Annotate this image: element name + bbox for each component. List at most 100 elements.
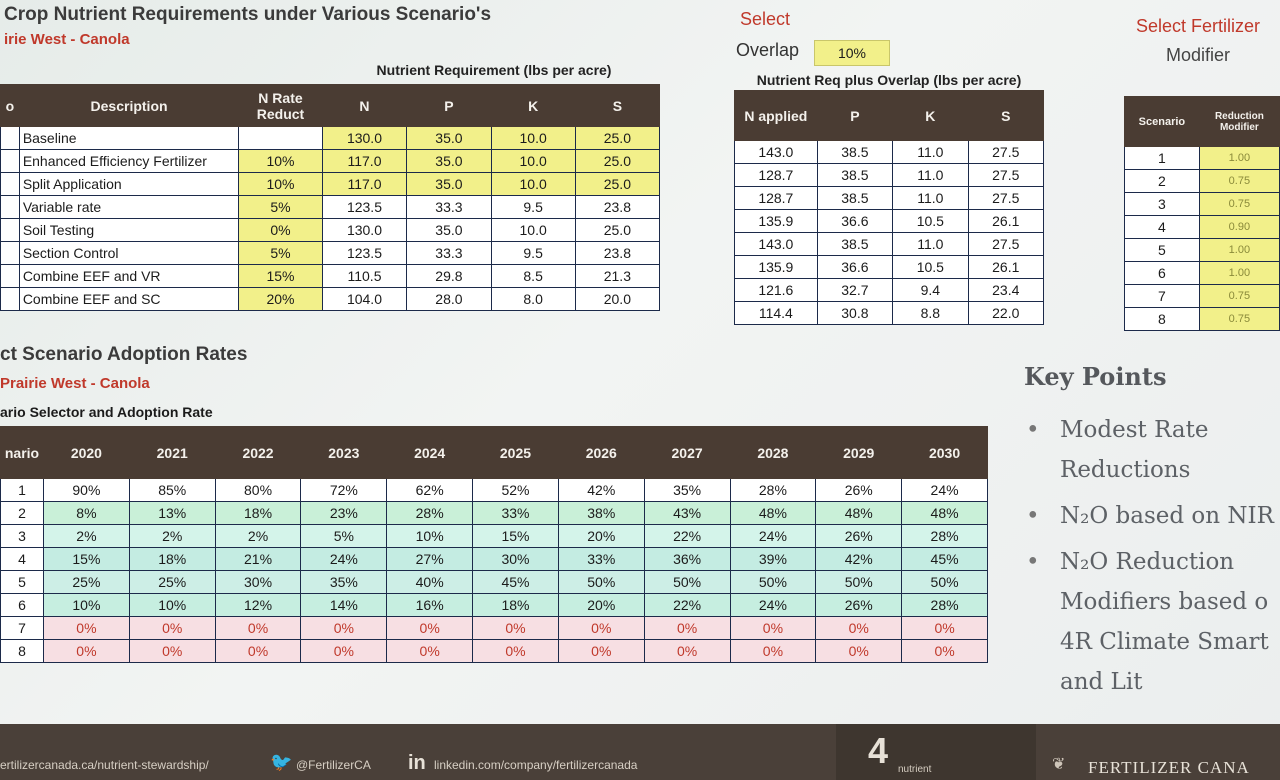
modifier-value-cell[interactable]: 0.75	[1198, 284, 1280, 308]
adoption-rate-cell[interactable]: 8%	[43, 501, 130, 525]
adoption-rate-cell[interactable]: 0%	[643, 639, 731, 663]
rate-cell[interactable]: 15%	[238, 264, 323, 288]
adoption-rate-cell[interactable]: 0%	[386, 616, 474, 640]
overlap-input[interactable]: 10%	[814, 40, 890, 66]
adoption-rate-cell[interactable]: 35%	[643, 478, 731, 502]
modifier-value-cell[interactable]: 0.75	[1198, 307, 1280, 331]
adoption-rate-cell[interactable]: 5%	[300, 524, 388, 548]
adoption-rate-cell[interactable]: 0%	[300, 616, 388, 640]
adoption-rate-cell[interactable]: 42%	[557, 478, 645, 502]
adoption-rate-cell[interactable]: 0%	[557, 616, 645, 640]
adoption-rate-cell[interactable]: 45%	[472, 570, 559, 594]
adoption-rate-cell[interactable]: 2%	[128, 524, 216, 548]
adoption-rate-cell[interactable]: 50%	[729, 570, 817, 594]
adoption-rate-cell[interactable]: 0%	[901, 616, 988, 640]
adoption-rate-cell[interactable]: 0%	[643, 616, 731, 640]
adoption-rate-cell[interactable]: 0%	[901, 639, 988, 663]
adoption-rate-cell[interactable]: 0%	[815, 616, 903, 640]
modifier-value-cell[interactable]: 1.00	[1198, 238, 1280, 262]
adoption-rate-cell[interactable]: 80%	[214, 478, 302, 502]
adoption-rate-cell[interactable]: 16%	[386, 593, 474, 617]
adoption-rate-cell[interactable]: 35%	[300, 570, 388, 594]
modifier-value-cell[interactable]: 0.75	[1198, 169, 1280, 193]
adoption-rate-cell[interactable]: 33%	[472, 501, 559, 525]
adoption-rate-cell[interactable]: 13%	[128, 501, 216, 525]
modifier-value-cell[interactable]: 0.90	[1198, 215, 1280, 239]
adoption-rate-cell[interactable]: 33%	[557, 547, 645, 571]
adoption-rate-cell[interactable]: 50%	[901, 570, 988, 594]
rate-cell[interactable]: 10%	[238, 149, 323, 173]
adoption-rate-cell[interactable]: 18%	[128, 547, 216, 571]
adoption-rate-cell[interactable]: 25%	[43, 570, 130, 594]
rate-cell[interactable]: 10%	[238, 172, 323, 196]
adoption-rate-cell[interactable]: 48%	[901, 501, 988, 525]
adoption-rate-cell[interactable]: 18%	[472, 593, 559, 617]
adoption-rate-cell[interactable]: 28%	[386, 501, 474, 525]
adoption-rate-cell[interactable]: 0%	[472, 616, 559, 640]
adoption-rate-cell[interactable]: 26%	[815, 524, 903, 548]
adoption-rate-cell[interactable]: 48%	[729, 501, 817, 525]
adoption-rate-cell[interactable]: 52%	[472, 478, 559, 502]
adoption-rate-cell[interactable]: 0%	[386, 639, 474, 663]
adoption-rate-cell[interactable]: 90%	[43, 478, 130, 502]
adoption-rate-cell[interactable]: 0%	[472, 639, 559, 663]
adoption-rate-cell[interactable]: 20%	[557, 593, 645, 617]
adoption-rate-cell[interactable]: 24%	[300, 547, 388, 571]
footer-website-link[interactable]: ertilizercanada.ca/nutrient-stewardship/	[0, 758, 209, 772]
adoption-rate-cell[interactable]: 26%	[815, 478, 903, 502]
adoption-rate-cell[interactable]: 0%	[300, 639, 388, 663]
adoption-rate-cell[interactable]: 14%	[300, 593, 388, 617]
adoption-rate-cell[interactable]: 85%	[128, 478, 216, 502]
adoption-rate-cell[interactable]: 25%	[128, 570, 216, 594]
adoption-rate-cell[interactable]: 0%	[815, 639, 903, 663]
adoption-rate-cell[interactable]: 43%	[643, 501, 731, 525]
adoption-rate-cell[interactable]: 0%	[557, 639, 645, 663]
adoption-rate-cell[interactable]: 2%	[214, 524, 302, 548]
adoption-rate-cell[interactable]: 30%	[472, 547, 559, 571]
modifier-value-cell[interactable]: 0.75	[1198, 192, 1280, 216]
adoption-rate-cell[interactable]: 15%	[43, 547, 130, 571]
adoption-rate-cell[interactable]: 40%	[386, 570, 474, 594]
adoption-rate-cell[interactable]: 22%	[643, 524, 731, 548]
adoption-rate-cell[interactable]: 10%	[43, 593, 130, 617]
adoption-rate-cell[interactable]: 42%	[815, 547, 903, 571]
adoption-rate-cell[interactable]: 2%	[43, 524, 130, 548]
adoption-rate-cell[interactable]: 39%	[729, 547, 817, 571]
adoption-rate-cell[interactable]: 0%	[214, 616, 302, 640]
adoption-rate-cell[interactable]: 23%	[300, 501, 388, 525]
adoption-rate-cell[interactable]: 21%	[214, 547, 302, 571]
adoption-rate-cell[interactable]: 0%	[729, 639, 817, 663]
adoption-rate-cell[interactable]: 50%	[643, 570, 731, 594]
adoption-rate-cell[interactable]: 28%	[901, 524, 988, 548]
adoption-rate-cell[interactable]: 72%	[300, 478, 388, 502]
adoption-rate-cell[interactable]: 0%	[43, 639, 130, 663]
footer-twitter-link[interactable]: @FertilizerCA	[296, 758, 371, 772]
modifier-value-cell[interactable]: 1.00	[1198, 146, 1280, 170]
adoption-rate-cell[interactable]: 27%	[386, 547, 474, 571]
rate-cell[interactable]	[238, 126, 323, 150]
adoption-rate-cell[interactable]: 0%	[214, 639, 302, 663]
adoption-rate-cell[interactable]: 0%	[128, 616, 216, 640]
adoption-rate-cell[interactable]: 18%	[214, 501, 302, 525]
modifier-value-cell[interactable]: 1.00	[1198, 261, 1280, 285]
adoption-rate-cell[interactable]: 10%	[386, 524, 474, 548]
adoption-rate-cell[interactable]: 62%	[386, 478, 474, 502]
adoption-rate-cell[interactable]: 24%	[729, 593, 817, 617]
rate-cell[interactable]: 5%	[238, 195, 323, 219]
adoption-rate-cell[interactable]: 10%	[128, 593, 216, 617]
adoption-rate-cell[interactable]: 22%	[643, 593, 731, 617]
adoption-rate-cell[interactable]: 0%	[128, 639, 216, 663]
adoption-rate-cell[interactable]: 0%	[729, 616, 817, 640]
adoption-rate-cell[interactable]: 24%	[729, 524, 817, 548]
adoption-rate-cell[interactable]: 36%	[643, 547, 731, 571]
adoption-rate-cell[interactable]: 26%	[815, 593, 903, 617]
adoption-rate-cell[interactable]: 28%	[729, 478, 817, 502]
adoption-rate-cell[interactable]: 50%	[815, 570, 903, 594]
adoption-rate-cell[interactable]: 50%	[557, 570, 645, 594]
adoption-rate-cell[interactable]: 45%	[901, 547, 988, 571]
adoption-rate-cell[interactable]: 38%	[557, 501, 645, 525]
adoption-rate-cell[interactable]: 24%	[901, 478, 988, 502]
rate-cell[interactable]: 0%	[238, 218, 323, 242]
footer-linkedin-link[interactable]: linkedin.com/company/fertilizercanada	[434, 758, 638, 772]
rate-cell[interactable]: 20%	[238, 287, 323, 311]
